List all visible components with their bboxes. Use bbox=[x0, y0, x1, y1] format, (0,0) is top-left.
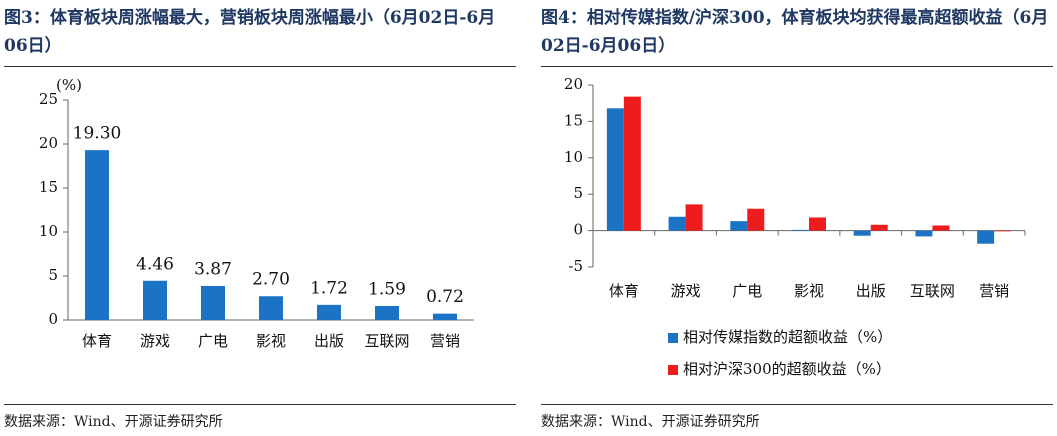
y-tick-label: 20 bbox=[39, 134, 58, 152]
chart: 0 5 10 15 20 25(%) 19.30 体育 4.46 游戏 3.87 广电 2.70 影视 1.… bbox=[39, 76, 474, 350]
bar bbox=[685, 204, 703, 231]
x-tick-label: 游戏 bbox=[140, 332, 170, 350]
bar bbox=[915, 230, 933, 237]
bar bbox=[201, 285, 225, 320]
x-tick-label: 出版 bbox=[314, 332, 344, 350]
y-tick-label: 5 bbox=[573, 184, 583, 202]
x-tick-label: 体育 bbox=[609, 282, 639, 300]
bar bbox=[747, 208, 765, 231]
bar bbox=[730, 221, 748, 231]
y-axis-label: (%) bbox=[56, 76, 82, 94]
legend-label: 相对沪深300的超额收益（%） bbox=[683, 360, 891, 378]
value-label: 3.87 bbox=[194, 259, 232, 279]
x-tick-label: 体育 bbox=[82, 332, 112, 350]
bar bbox=[259, 296, 283, 320]
bar bbox=[792, 229, 809, 231]
y-tick-label: 0 bbox=[573, 221, 583, 239]
x-tick-label: 营销 bbox=[979, 282, 1009, 300]
x-tick-label: 影视 bbox=[794, 282, 824, 300]
x-tick-label: 广电 bbox=[732, 282, 762, 300]
y-tick-label: 5 bbox=[48, 266, 58, 284]
bar bbox=[85, 150, 109, 320]
x-tick-label: 影视 bbox=[256, 332, 286, 350]
right-panel: 图4：相对传媒指数/沪深300，体育板块均获得最高超额收益（6月02日-6月06… bbox=[537, 0, 1057, 436]
value-label: 0.72 bbox=[426, 287, 464, 307]
bar bbox=[853, 230, 871, 236]
legend-swatch bbox=[668, 365, 678, 375]
source: 数据来源：Wind、开源证券研究所 bbox=[4, 404, 516, 431]
x-tick-label: 游戏 bbox=[671, 282, 701, 300]
value-label: 1.72 bbox=[310, 278, 348, 298]
y-tick-label: 15 bbox=[564, 111, 583, 129]
bar bbox=[375, 306, 399, 320]
value-label: 2.70 bbox=[252, 270, 290, 290]
y-tick-label: 10 bbox=[564, 148, 583, 166]
bar bbox=[932, 225, 950, 231]
chart-title: 图4：相对传媒指数/沪深300，体育板块均获得最高超额收益（6月02日-6月06… bbox=[541, 4, 1053, 67]
x-tick-label: 互联网 bbox=[364, 332, 409, 350]
bar bbox=[809, 217, 826, 231]
bar bbox=[977, 230, 995, 244]
y-tick-label: 0 bbox=[48, 310, 58, 328]
bar bbox=[143, 280, 167, 320]
y-tick-label: -5 bbox=[568, 257, 583, 275]
bar bbox=[668, 216, 686, 231]
x-tick-label: 营销 bbox=[430, 332, 460, 350]
source: 数据来源：Wind、开源证券研究所 bbox=[541, 404, 1053, 431]
bar bbox=[623, 96, 641, 231]
bar bbox=[317, 304, 341, 320]
y-tick-label: 25 bbox=[39, 90, 58, 108]
y-tick-label: 10 bbox=[39, 222, 58, 240]
y-tick-label: 20 bbox=[564, 75, 583, 93]
value-label: 4.46 bbox=[136, 254, 174, 274]
x-tick-label: 出版 bbox=[856, 282, 886, 300]
bar bbox=[606, 108, 624, 231]
value-label: 19.30 bbox=[73, 124, 122, 144]
x-tick-label: 广电 bbox=[198, 332, 228, 350]
left-panel: 图3：体育板块周涨幅最大，营销板块周涨幅最小（6月02日-6月06日） 0 5 10… bbox=[0, 0, 520, 436]
value-label: 1.59 bbox=[368, 280, 406, 300]
legend-swatch bbox=[668, 333, 678, 343]
bar bbox=[994, 230, 1012, 232]
bar bbox=[870, 224, 888, 231]
y-tick-label: 15 bbox=[39, 178, 58, 196]
x-tick-label: 互联网 bbox=[910, 282, 955, 300]
legend-label: 相对传媒指数的超额收益（%） bbox=[683, 328, 892, 346]
chart-title: 图3：体育板块周涨幅最大，营销板块周涨幅最小（6月02日-6月06日） bbox=[4, 4, 516, 67]
bar bbox=[433, 313, 457, 320]
